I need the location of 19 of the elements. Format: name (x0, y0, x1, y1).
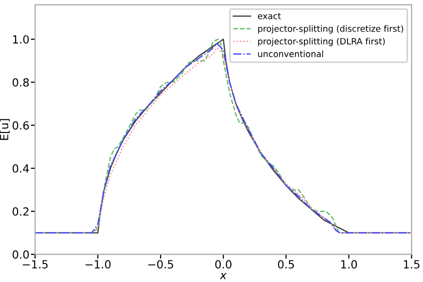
y-tick-label: 1.0 (13, 35, 29, 44)
y-axis-title: E[u] (0, 119, 10, 140)
y-tick-label: 0.2 (12, 207, 28, 216)
y-tick-label: 0.8 (12, 78, 29, 87)
x-tick-label: 1.5 (404, 260, 420, 269)
x-tick-label: −1.0 (86, 260, 111, 269)
x-tick-label: −0.5 (148, 260, 174, 269)
legend-label: projector-splitting (DLRA first) (258, 38, 385, 46)
x-axis-title: x (220, 273, 227, 280)
y-tick-label: 0.6 (12, 121, 29, 130)
y-tick-label: 0.4 (12, 164, 29, 173)
x-tick-label: 0.5 (278, 260, 294, 269)
legend-label: exact (258, 13, 281, 20)
legend-label: projector-splitting (discretize first) (258, 25, 404, 34)
x-tick-label: 1.0 (341, 260, 357, 269)
x-tick-label: 0.0 (215, 260, 232, 269)
legend-label: unconventional (258, 50, 324, 58)
y-tick-label: 0.0 (12, 250, 29, 259)
x-tick-label: −1.5 (22, 260, 48, 269)
